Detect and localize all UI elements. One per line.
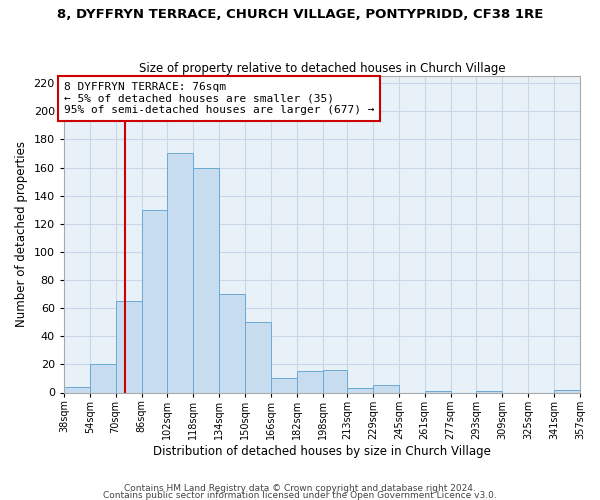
Bar (425, 391, 451, 392)
Bar (271, 378, 297, 392)
Y-axis label: Number of detached properties: Number of detached properties (15, 142, 28, 328)
Title: Size of property relative to detached houses in Church Village: Size of property relative to detached ho… (139, 62, 505, 75)
Bar (323, 370, 347, 392)
Bar (554, 390, 580, 392)
Text: 8, DYFFRYN TERRACE, CHURCH VILLAGE, PONTYPRIDD, CF38 1RE: 8, DYFFRYN TERRACE, CHURCH VILLAGE, PONT… (57, 8, 543, 20)
Bar (116, 301, 142, 392)
Bar (373, 386, 399, 392)
Bar (347, 388, 373, 392)
Bar (90, 364, 116, 392)
Text: Contains public sector information licensed under the Open Government Licence v3: Contains public sector information licen… (103, 492, 497, 500)
X-axis label: Distribution of detached houses by size in Church Village: Distribution of detached houses by size … (153, 444, 491, 458)
Text: Contains HM Land Registry data © Crown copyright and database right 2024.: Contains HM Land Registry data © Crown c… (124, 484, 476, 493)
Bar (193, 168, 219, 392)
Bar (167, 154, 193, 392)
Bar (142, 210, 167, 392)
Bar (476, 391, 502, 392)
Text: 8 DYFFRYN TERRACE: 76sqm
← 5% of detached houses are smaller (35)
95% of semi-de: 8 DYFFRYN TERRACE: 76sqm ← 5% of detache… (64, 82, 374, 115)
Bar (297, 372, 323, 392)
Bar (64, 387, 90, 392)
Bar (219, 294, 245, 392)
Bar (245, 322, 271, 392)
